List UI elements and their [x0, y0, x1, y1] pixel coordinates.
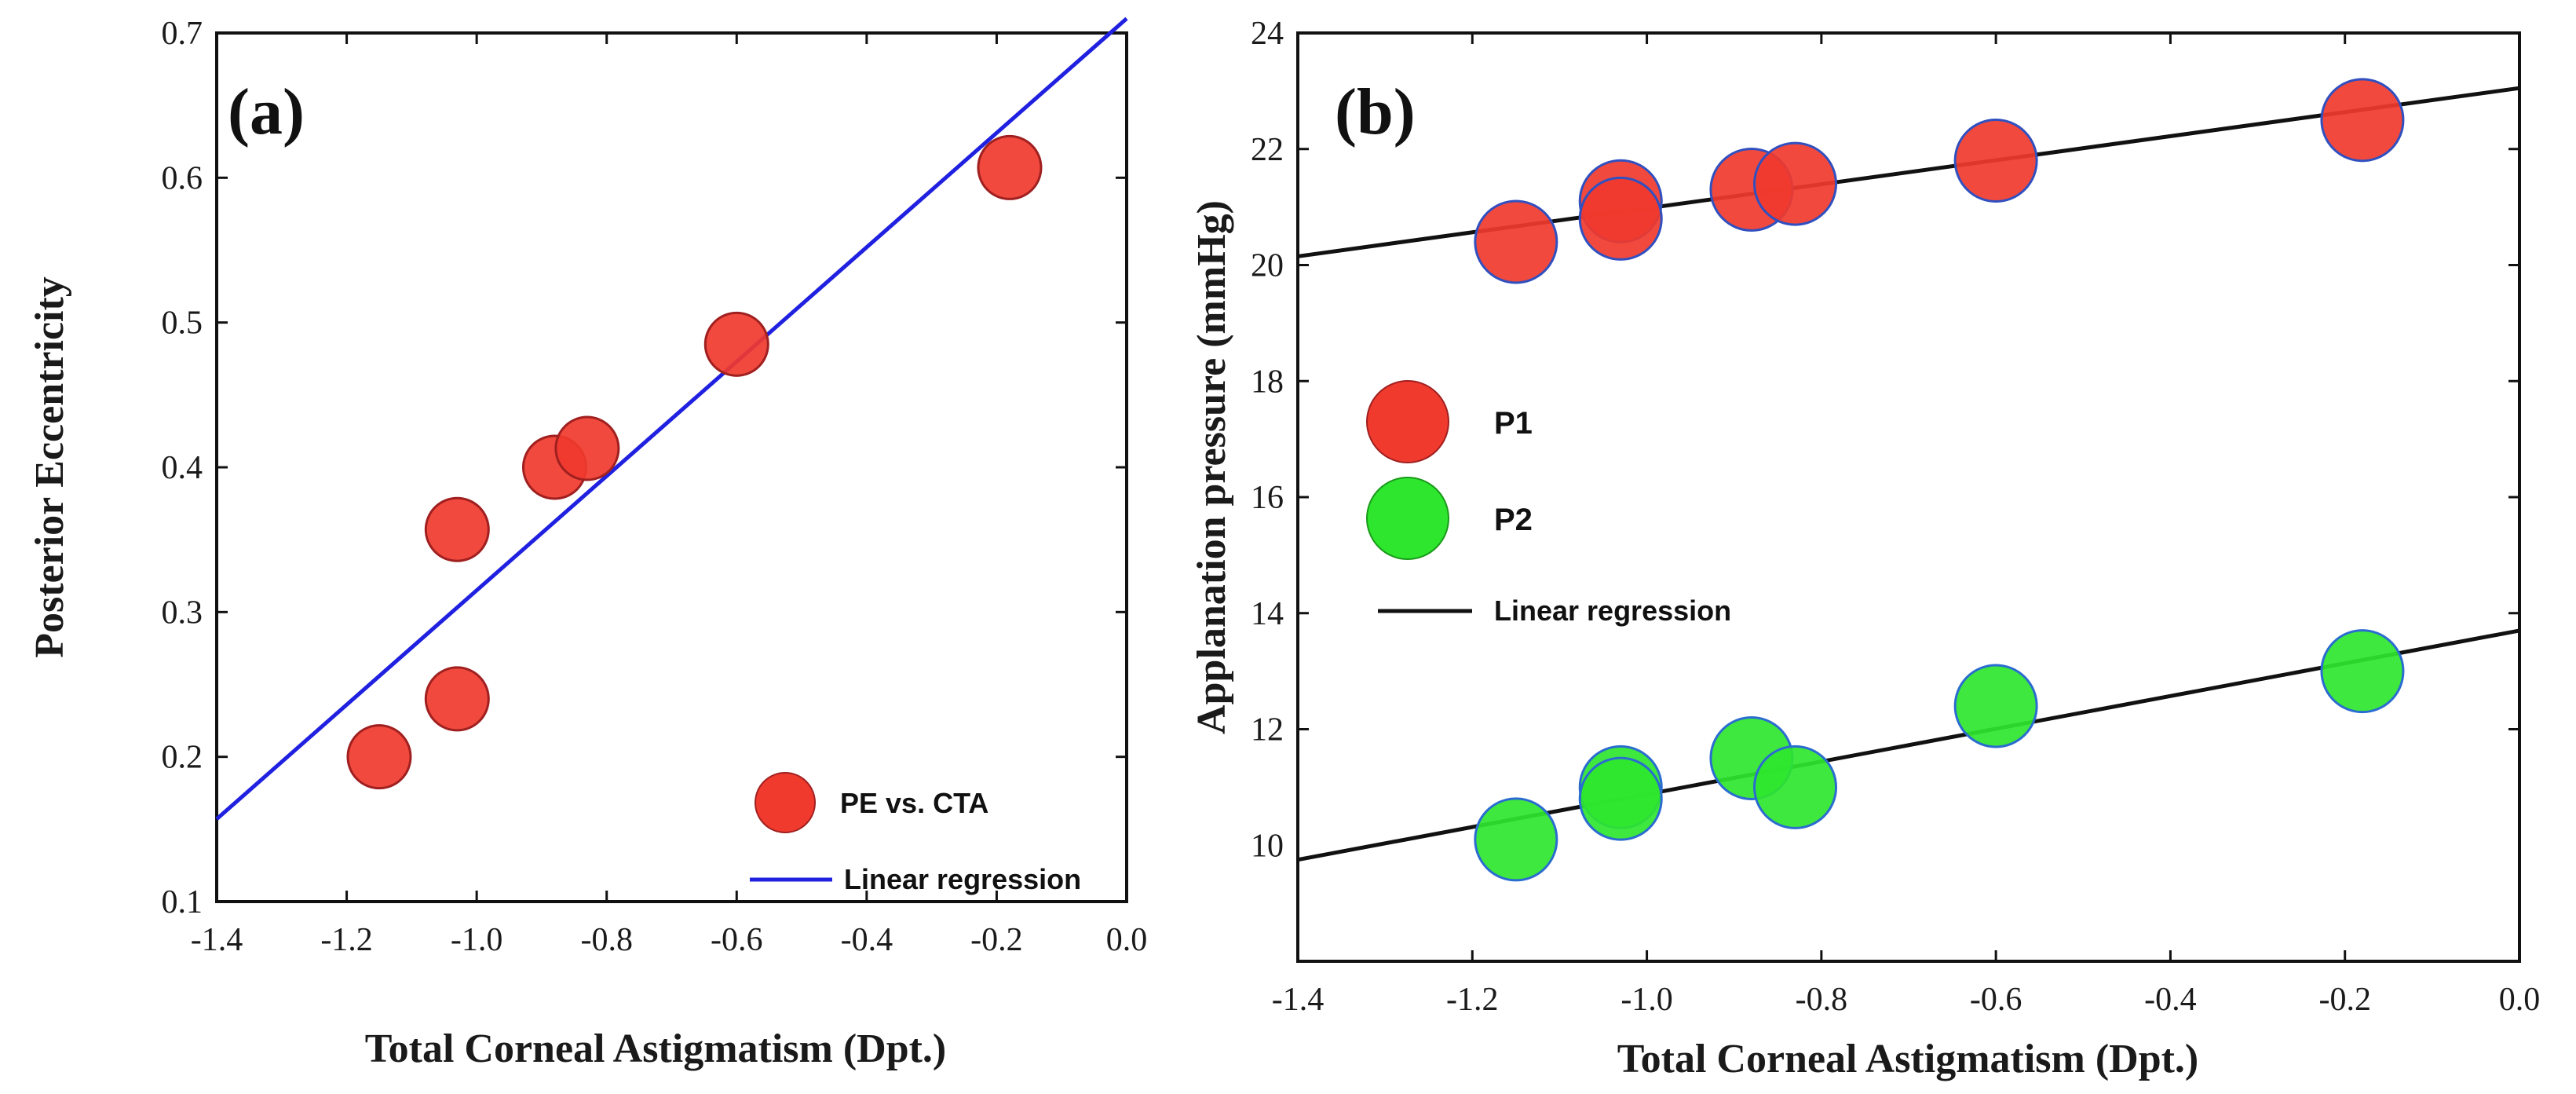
x-tick-label: 0.0	[2499, 982, 2541, 1018]
y-tick-label: 0.3	[162, 595, 203, 631]
y-tick-label: 16	[1251, 480, 1284, 516]
y-tick-label: 22	[1251, 132, 1284, 168]
y-tick-label: 12	[1251, 712, 1284, 748]
panel-b-legend-line-label: Linear regression	[1494, 595, 1731, 627]
y-tick-label: 24	[1251, 16, 1284, 52]
panel-b: 10 12 14 16 18 20 22 24 -1.4 -1.2 -1.0 -0.8 -0.6 -0.…	[1189, 16, 2540, 1081]
panel-a-label: (a)	[228, 75, 305, 148]
data-point-p1	[1578, 176, 1663, 261]
x-tick-label: -0.6	[711, 922, 763, 958]
panel-b-x-ticks: -1.4 -1.2 -1.0 -0.8 -0.6 -0.4 -0.2 0.0	[1272, 33, 2541, 1018]
data-point-p1	[2320, 78, 2405, 163]
y-tick-label: 20	[1251, 248, 1284, 284]
y-tick-label: 14	[1251, 596, 1284, 632]
data-point-pe-vs-cta	[977, 134, 1043, 200]
panel-b-legend-p2-label: P2	[1494, 503, 1533, 537]
panel-b-legend-p1-marker	[1366, 380, 1449, 463]
panel-b-x-axis-title: Total Corneal Astigmatism (Dpt.)	[1617, 1037, 2199, 1081]
panel-b-label: (b)	[1335, 75, 1416, 148]
data-point-p2	[2320, 629, 2405, 714]
data-point-pe-vs-cta	[703, 311, 769, 377]
panel-a-x-ticks: -1.4 -1.2 -1.0 -0.8 -0.6 -0.4 -0.2 0.0	[191, 33, 1148, 958]
panel-a-legend-marker-label: PE vs. CTA	[840, 787, 988, 819]
y-tick-label: 0.1	[162, 884, 203, 920]
y-tick-label: 0.2	[162, 740, 203, 776]
x-tick-label: -0.8	[1796, 982, 1848, 1018]
y-tick-label: 18	[1251, 364, 1284, 400]
panel-a-y-axis-title: Posterior Eccentricity	[27, 276, 72, 658]
data-point-p1	[1953, 119, 2038, 203]
x-tick-label: 0.0	[1106, 922, 1148, 958]
y-tick-label: 0.6	[162, 160, 203, 196]
x-tick-label: -0.4	[2144, 982, 2197, 1018]
x-tick-label: -0.2	[2318, 982, 2371, 1018]
x-tick-label: -1.0	[1621, 982, 1673, 1018]
panel-a-y-ticks: 0.1 0.2 0.3 0.4 0.5 0.6 0.7	[162, 16, 1127, 920]
y-tick-label: 0.7	[162, 16, 203, 52]
panel-a: 0.1 0.2 0.3 0.4 0.5 0.6 0.7 -1.4 -1.2 -1.0 -0.8 -0…	[27, 16, 1147, 1071]
panel-a-legend-marker	[755, 772, 816, 833]
x-tick-label: -0.2	[970, 922, 1023, 958]
data-point-pe-vs-cta	[424, 666, 490, 732]
regression-line	[215, 16, 1128, 821]
x-tick-label: -1.0	[451, 922, 503, 958]
data-point-pe-vs-cta	[424, 496, 490, 562]
panel-b-legend: P1 P2 Linear regression	[1366, 380, 1731, 627]
x-tick-label: -1.4	[191, 922, 243, 958]
panel-a-data-points	[346, 134, 1043, 790]
panel-a-legend: PE vs. CTA Linear regression	[750, 772, 1081, 895]
y-tick-label: 10	[1251, 828, 1284, 864]
panel-b-y-ticks: 10 12 14 16 18 20 22 24	[1251, 16, 2519, 864]
data-point-pe-vs-cta	[346, 724, 412, 790]
data-point-pe-vs-cta	[554, 415, 620, 481]
data-point-p2	[1474, 797, 1558, 882]
data-point-p2	[1953, 664, 2038, 748]
x-tick-label: -1.2	[1446, 982, 1499, 1018]
panel-b-regression-lines	[1297, 86, 2520, 862]
panel-a-regression-lines	[215, 16, 1128, 821]
y-tick-label: 0.5	[162, 306, 203, 342]
panel-a-x-axis-title: Total Corneal Astigmatism (Dpt.)	[365, 1026, 947, 1071]
data-point-p1	[1753, 141, 1838, 226]
x-tick-label: -0.4	[841, 922, 893, 958]
x-tick-label: -0.6	[1970, 982, 2022, 1018]
data-point-p2	[1578, 756, 1663, 841]
panel-b-legend-p2-marker	[1366, 477, 1449, 560]
panel-b-data-points	[1474, 78, 2405, 882]
x-tick-label: -1.2	[320, 922, 373, 958]
panel-b-legend-p1-label: P1	[1494, 406, 1533, 441]
data-point-p1	[1474, 199, 1558, 284]
x-tick-label: -0.8	[580, 922, 633, 958]
data-point-p2	[1753, 745, 1838, 829]
y-tick-label: 0.4	[162, 450, 203, 486]
panel-a-legend-line-label: Linear regression	[844, 863, 1081, 895]
panel-b-y-axis-title: Applanation pressure (mmHg)	[1189, 200, 1234, 734]
x-tick-label: -1.4	[1272, 982, 1325, 1018]
